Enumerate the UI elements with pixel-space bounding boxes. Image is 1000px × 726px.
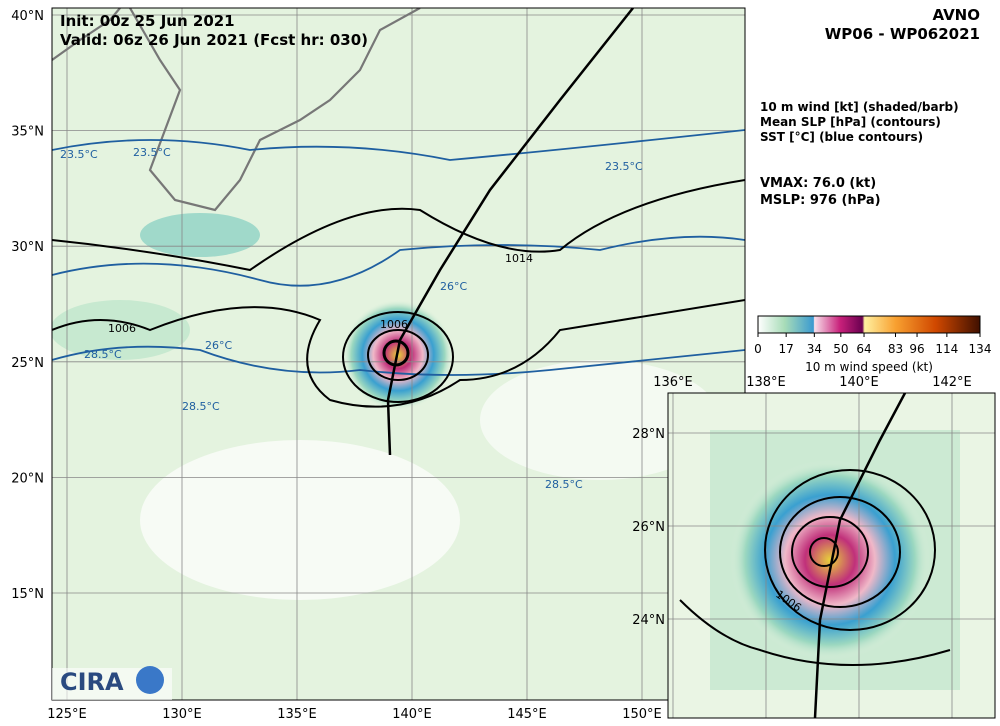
contour-label: 28.5°C [182,400,220,413]
vmax: VMAX: 76.0 (kt) [760,176,876,191]
colorbar-tick-label: 34 [807,342,822,356]
contour-label: 28.5°C [84,348,122,361]
sst-contour [52,345,745,376]
slp-contour [52,179,745,272]
map-frame [51,7,746,701]
contour-label: 23.5°C [133,146,171,159]
coastline [52,8,121,61]
contour-label: 23.5°C [60,148,98,161]
lat-label: 40°N [11,9,44,24]
contour-label: 26°C [205,339,232,352]
colorbar-tick-label: 96 [909,342,924,356]
logo: CIRA [60,668,124,696]
colorbar-tick-label: 0 [754,342,762,356]
track [386,8,634,456]
contour-label: 1006 [380,318,408,331]
contour-label: 26°C [440,280,467,293]
inset-lon-label: 142°E [932,375,972,390]
lat-label: 15°N [11,587,44,602]
storm-id: WP06 - WP062021 [825,25,980,43]
colorbar [757,315,981,334]
inset-lat-label: 28°N [632,427,665,442]
init-text: Init: 00z 25 Jun 2021 [60,12,235,30]
colorbar-tick-label: 64 [856,342,871,356]
sst-contour [52,235,745,287]
colorbar-tick-label: 50 [833,342,848,356]
contour-label: 1014 [505,252,533,265]
sst-contour [52,129,745,161]
legend-line: Mean SLP [hPa] (contours) [760,115,941,129]
track [813,393,907,718]
inset-lon-label: 136°E [653,375,693,390]
inset-map [668,393,995,718]
colorbar-tick-label: 83 [888,342,903,356]
colorbar-tick-label: 17 [779,342,794,356]
lat-label: 25°N [11,356,44,371]
model: AVNO [932,6,980,24]
legend-line: 10 m wind [kt] (shaded/barb) [760,100,959,114]
lon-label: 150°E [622,707,662,722]
inset-lon-label: 140°E [839,375,879,390]
lon-label: 125°E [47,707,87,722]
lon-label: 145°E [507,707,547,722]
lon-label: 140°E [392,707,432,722]
lat-label: 30°N [11,240,44,255]
lat-label: 35°N [11,125,44,140]
inset-lat-label: 24°N [632,613,665,628]
legend-line: SST [°C] (blue contours) [760,130,923,144]
main-map [52,8,745,700]
contour-label: 23.5°C [605,160,643,173]
inset-frame [667,392,996,719]
colorbar-tick-label: 114 [935,342,958,356]
colorbar-tick-label: 134 [969,342,992,356]
coastline [129,8,421,212]
mslp: MSLP: 976 (hPa) [760,193,881,208]
inset-lat-label: 26°N [632,520,665,535]
slp-contour [52,299,745,408]
inset-lon-label: 138°E [746,375,786,390]
contour-label: 1006 [108,322,136,335]
lat-label: 20°N [11,471,44,486]
contour-label: 28.5°C [545,478,583,491]
valid-text: Valid: 06z 26 Jun 2021 (Fcst hr: 030) [60,31,368,49]
lon-label: 130°E [162,707,202,722]
lon-label: 135°E [277,707,317,722]
colorbar-label: 10 m wind speed (kt) [805,360,933,374]
